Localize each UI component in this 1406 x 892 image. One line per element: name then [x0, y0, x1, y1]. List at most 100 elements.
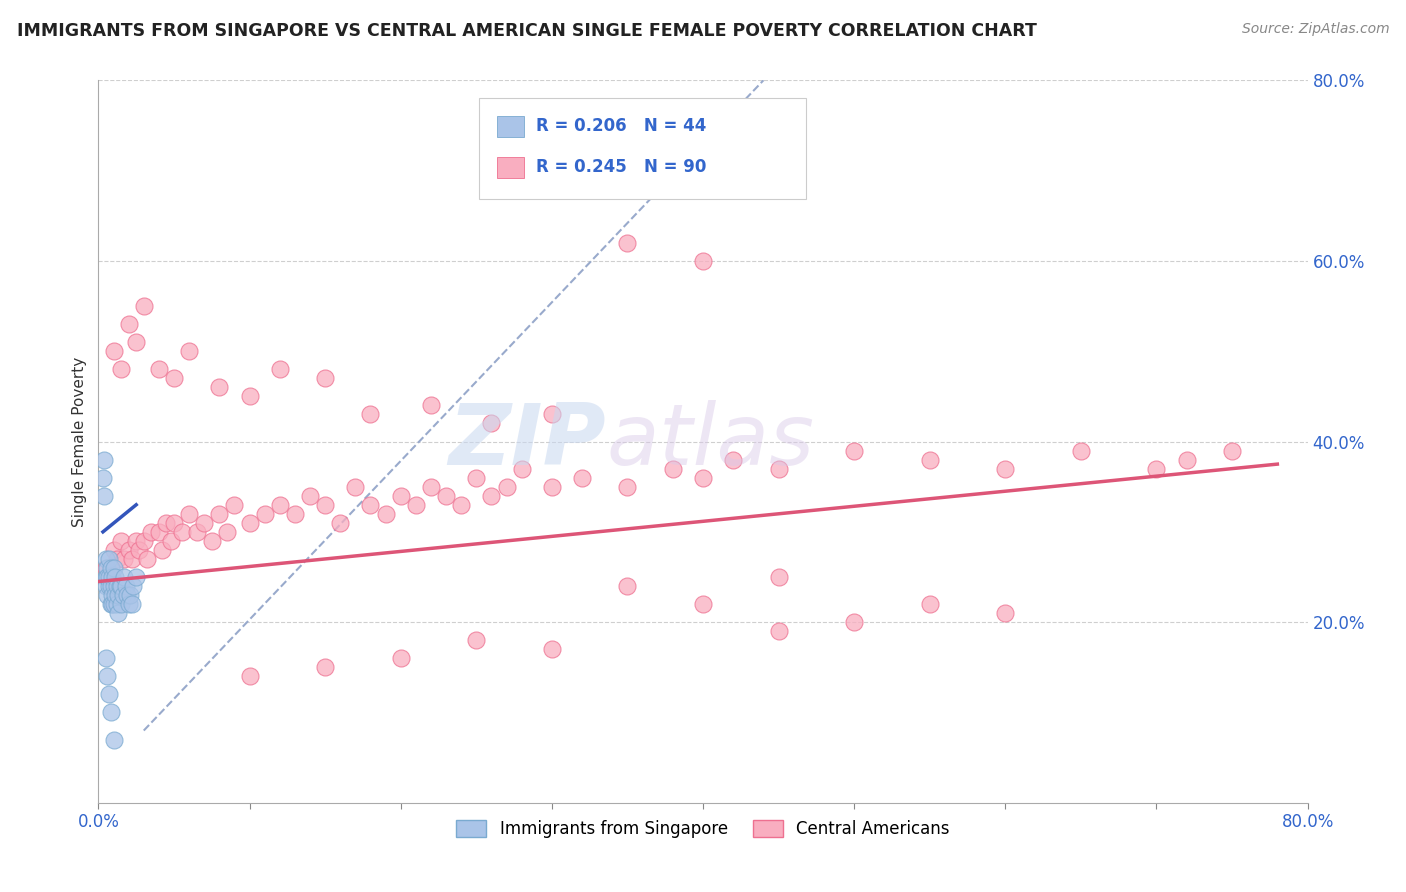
Point	[103, 542, 125, 557]
Point	[107, 606, 129, 620]
Point	[155, 516, 177, 530]
Text: R = 0.245   N = 90: R = 0.245 N = 90	[536, 158, 706, 176]
Point	[994, 606, 1017, 620]
Point	[112, 552, 135, 566]
Point	[132, 533, 155, 548]
Point	[163, 371, 186, 385]
Point	[101, 597, 124, 611]
Point	[108, 579, 131, 593]
Point	[465, 471, 488, 485]
Point	[661, 461, 683, 475]
Point	[170, 524, 193, 539]
Point	[110, 579, 132, 593]
Point	[420, 398, 443, 412]
Point	[269, 362, 291, 376]
Point	[96, 561, 118, 575]
Point	[284, 507, 307, 521]
Point	[269, 498, 291, 512]
Point	[103, 579, 125, 593]
Point	[1175, 452, 1198, 467]
Point	[128, 542, 150, 557]
Point	[103, 561, 125, 575]
Point	[94, 579, 117, 593]
Point	[510, 461, 533, 475]
Point	[450, 498, 472, 512]
Point	[105, 579, 128, 593]
Point	[104, 570, 127, 584]
Point	[103, 732, 125, 747]
Point	[616, 579, 638, 593]
Point	[239, 389, 262, 403]
Point	[103, 344, 125, 359]
Point	[193, 516, 215, 530]
Point	[110, 597, 132, 611]
Point	[994, 461, 1017, 475]
Point	[121, 552, 143, 566]
Point	[94, 561, 117, 575]
Point	[110, 533, 132, 548]
Point	[179, 507, 201, 521]
FancyBboxPatch shape	[498, 157, 524, 178]
Point	[125, 533, 148, 548]
Point	[141, 524, 163, 539]
Point	[122, 579, 145, 593]
Point	[768, 624, 790, 639]
Point	[94, 570, 117, 584]
Point	[692, 471, 714, 485]
Point	[208, 507, 231, 521]
Point	[495, 480, 517, 494]
Point	[224, 498, 246, 512]
Point	[616, 235, 638, 250]
Text: R = 0.206   N = 44: R = 0.206 N = 44	[536, 117, 706, 135]
Point	[125, 570, 148, 584]
Text: IMMIGRANTS FROM SINGAPORE VS CENTRAL AMERICAN SINGLE FEMALE POVERTY CORRELATION : IMMIGRANTS FROM SINGAPORE VS CENTRAL AME…	[17, 22, 1036, 40]
Point	[112, 570, 135, 584]
Point	[114, 579, 136, 593]
Point	[723, 452, 745, 467]
FancyBboxPatch shape	[479, 98, 806, 200]
Text: Source: ZipAtlas.com: Source: ZipAtlas.com	[1241, 22, 1389, 37]
Point	[616, 480, 638, 494]
Point	[405, 498, 427, 512]
Point	[201, 533, 224, 548]
Point	[148, 362, 170, 376]
Point	[107, 588, 129, 602]
Point	[110, 362, 132, 376]
Point	[540, 480, 562, 494]
Point	[100, 561, 122, 575]
Point	[135, 552, 157, 566]
Point	[692, 597, 714, 611]
Point	[239, 669, 262, 683]
FancyBboxPatch shape	[498, 116, 524, 136]
Point	[389, 489, 412, 503]
Point	[314, 498, 336, 512]
Point	[100, 579, 122, 593]
Point	[768, 461, 790, 475]
Point	[150, 542, 173, 557]
Point	[1070, 443, 1092, 458]
Point	[98, 687, 121, 701]
Point	[115, 588, 138, 602]
Point	[94, 651, 117, 665]
Point	[329, 516, 352, 530]
Point	[768, 570, 790, 584]
Text: ZIP: ZIP	[449, 400, 606, 483]
Point	[91, 471, 114, 485]
Point	[118, 542, 141, 557]
Point	[179, 344, 201, 359]
Point	[101, 570, 124, 584]
Point	[215, 524, 238, 539]
Point	[374, 507, 396, 521]
Point	[125, 335, 148, 350]
Point	[94, 552, 117, 566]
Point	[314, 660, 336, 674]
Point	[160, 533, 183, 548]
Point	[434, 489, 457, 503]
Point	[120, 588, 142, 602]
Point	[98, 579, 121, 593]
Point	[98, 570, 121, 584]
Point	[571, 471, 593, 485]
Point	[103, 597, 125, 611]
Point	[360, 408, 382, 422]
Point	[208, 380, 231, 394]
